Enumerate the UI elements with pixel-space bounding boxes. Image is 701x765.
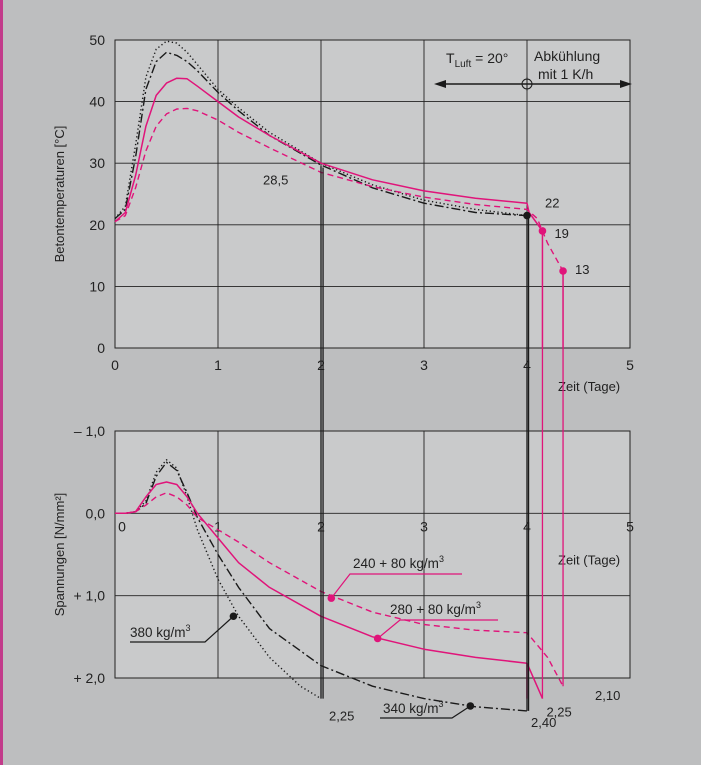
series-line-solid — [115, 481, 544, 699]
y-tick-label: + 2,0 — [73, 670, 105, 686]
series-line-dashdot — [115, 461, 528, 712]
tluft-prefix: T — [446, 50, 455, 66]
x-axis-label: Zeit (Tage) — [558, 552, 620, 567]
connector-lines — [320, 166, 564, 711]
arrow-head-left — [434, 80, 446, 88]
legend-label: 380 kg/m3 — [130, 623, 191, 640]
legend-label-text: 280 + 80 kg/m — [390, 602, 476, 617]
series-line-dashed — [115, 492, 564, 687]
cooling-label-line1: Abkühlung — [534, 48, 600, 64]
legend-label-superscript: 3 — [476, 600, 481, 610]
legend-label-text: 240 + 80 kg/m — [353, 556, 439, 571]
x-tick-label: 1 — [214, 357, 222, 373]
y-tick-label: – 1,0 — [74, 423, 105, 439]
legend-leader-line — [377, 619, 498, 639]
cooling-label-line2: mit 1 K/h — [538, 66, 593, 82]
x-tick-label: 3 — [420, 357, 428, 373]
series-line-dashdot — [114, 51, 528, 220]
x-tick-label: 5 — [626, 518, 634, 534]
x-tick-label: 0 — [118, 518, 126, 534]
value-label: 28,5 — [263, 172, 288, 187]
legend-leader-line — [130, 615, 234, 643]
x-axis-label: Zeit (Tage) — [558, 379, 620, 394]
y-tick-label: 0 — [97, 340, 105, 356]
series-line-solid — [114, 77, 544, 232]
legend-label: 280 + 80 kg/m3 — [390, 600, 481, 617]
legend-label-superscript: 3 — [186, 623, 191, 633]
legend-label-superscript: 3 — [439, 554, 444, 564]
legend-leader-line — [330, 573, 462, 599]
y-tick-label: 30 — [89, 155, 105, 171]
x-tick-label: 3 — [420, 518, 428, 534]
x-tick-label: 1 — [214, 518, 222, 534]
value-label: 2,25 — [329, 709, 354, 724]
y-axis-label: Betontemperaturen [°C] — [52, 126, 67, 263]
series-marker — [466, 702, 475, 710]
legend-label: 240 + 80 kg/m3 — [353, 554, 444, 571]
tluft-value: = 20° — [471, 50, 508, 66]
temperature-chart: 01234501020304050Betontemperaturen [°C]Z… — [52, 32, 634, 394]
y-tick-label: 50 — [89, 32, 105, 48]
legend-label-superscript: 3 — [439, 699, 444, 709]
y-tick-label: 20 — [89, 217, 105, 233]
y-tick-label: 0,0 — [86, 505, 106, 521]
y-tick-label: 10 — [89, 278, 105, 294]
x-tick-label: 5 — [626, 357, 634, 373]
legend-label-text: 380 kg/m — [130, 625, 186, 640]
value-label: 19 — [554, 226, 568, 241]
plot-area — [114, 39, 631, 349]
value-label: 22 — [545, 196, 559, 211]
series-line-dashed — [114, 107, 564, 272]
legend-label: 340 kg/m3 — [383, 699, 444, 716]
y-tick-label: + 1,0 — [73, 588, 105, 604]
legend-leader-line — [380, 705, 471, 719]
frame-accent-bar — [0, 0, 3, 765]
y-axis-label: Spannungen [N/mm²] — [52, 493, 67, 617]
plot-area — [114, 430, 631, 679]
value-label: 13 — [575, 262, 589, 277]
x-tick-label: 0 — [111, 357, 119, 373]
value-label: 2,40 — [531, 715, 556, 730]
value-label: 2,10 — [595, 688, 620, 703]
arrow-head-right — [620, 80, 632, 88]
legend-label-text: 340 kg/m — [383, 701, 439, 716]
value-label: 2,25 — [546, 705, 571, 720]
tluft-subscript: Luft — [455, 59, 472, 70]
y-tick-label: 40 — [89, 94, 105, 110]
tluft-label: TLuft = 20° — [446, 50, 508, 70]
